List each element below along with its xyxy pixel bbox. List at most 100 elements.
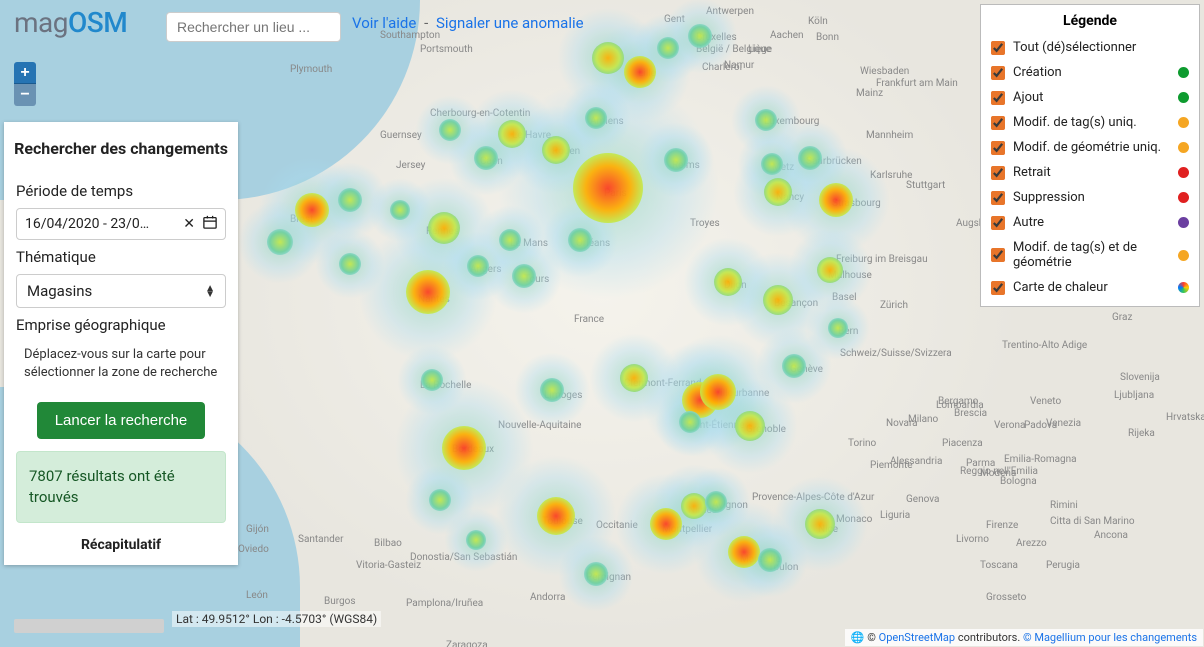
zoom-out-button[interactable]: − [14, 84, 36, 106]
heatmap-halo [542, 202, 619, 279]
legend-checkbox[interactable] [991, 66, 1005, 80]
heatmap-halo [448, 120, 525, 197]
city-label: Clermont-Ferrand [624, 378, 702, 389]
city-label: Karlsruhe [870, 170, 912, 181]
date-range-input[interactable]: 16/04/2020 - 23/0… ✕ [16, 208, 226, 240]
city-label: Rimini [1050, 500, 1078, 511]
legend-checkbox[interactable] [991, 91, 1005, 105]
heatmap-halo [730, 252, 826, 348]
legend-color-dot [1178, 250, 1189, 261]
city-label: Basel [832, 292, 857, 303]
place-search[interactable] [166, 12, 341, 42]
city-label: Charleroi [702, 62, 742, 73]
city-label: Nouvelle-Aquitaine [498, 420, 581, 431]
city-label: Modena [980, 468, 1016, 479]
city-label: Liguria [880, 510, 910, 521]
city-label: Caen [480, 156, 503, 167]
legend-checkbox[interactable] [991, 281, 1005, 295]
city-label: Genève [790, 364, 823, 375]
legend-checkbox[interactable] [991, 41, 1005, 55]
globe-icon: 🌐 [851, 631, 865, 644]
city-label: Stuttgart [906, 180, 945, 191]
heatmap-halo [681, 467, 751, 537]
heatmap-spot [805, 509, 835, 539]
city-label: Mannheim [866, 130, 913, 141]
launch-search-button[interactable]: Lancer la recherche [37, 402, 206, 439]
heatmap-halo [393, 177, 495, 279]
legend-color-dot [1178, 167, 1189, 178]
city-label: Nancy [776, 192, 804, 203]
legend-item[interactable]: Création [981, 60, 1199, 85]
city-label: Verona [994, 420, 1025, 431]
heatmap-spot [761, 153, 783, 175]
legend-item[interactable]: Modif. de tag(s) uniq. [981, 110, 1199, 135]
city-label: Andorra [530, 592, 565, 603]
legend-item[interactable]: Ajout [981, 85, 1199, 110]
city-label: België / Belgique [696, 44, 771, 55]
recap-heading: Récapitulatif [16, 523, 226, 553]
legend-checkbox[interactable] [991, 116, 1005, 130]
heatmap-halo [415, 95, 485, 165]
panel-title: Rechercher des changements [4, 127, 238, 166]
coordinates-readout: Lat : 49.9512° Lon : -4.5703° (WGS84) [172, 611, 381, 627]
legend-item[interactable]: Modif. de géométrie uniq. [981, 135, 1199, 160]
city-label: Reggio nell'Emilia [960, 466, 1038, 477]
legend-checkbox[interactable] [991, 141, 1005, 155]
heatmap-spot [467, 255, 489, 277]
heatmap-halo [443, 231, 513, 301]
city-label: Graz [1112, 312, 1132, 323]
help-link[interactable]: Voir l'aide [352, 14, 416, 32]
place-search-input[interactable] [166, 12, 341, 42]
city-label: Troyes [690, 218, 720, 229]
heatmap-spot [758, 548, 782, 572]
legend-checkbox[interactable] [991, 248, 1005, 262]
heatmap-halo [660, 334, 775, 449]
city-label: Grosseto [986, 592, 1026, 603]
city-label: Namur [724, 60, 754, 71]
heatmap-halo [655, 387, 725, 457]
zoom-in-button[interactable]: + [14, 62, 36, 84]
legend-item[interactable]: Retrait [981, 160, 1199, 185]
city-label: Veneto [1030, 396, 1061, 407]
heatmap-spot [679, 411, 701, 433]
city-label: Padova [1024, 420, 1057, 431]
heatmap-spot [295, 193, 329, 227]
city-label: Nantes [418, 294, 450, 305]
legend-item[interactable]: Modif. de tag(s) et de géométrie [981, 235, 1199, 275]
city-label: Brescia [954, 408, 987, 419]
legend-item[interactable]: Tout (dé)sélectionner [981, 35, 1199, 60]
heatmap-spot [512, 264, 536, 288]
city-label: Emilia-Romagna [1004, 454, 1077, 465]
top-links: Voir l'aide - Signaler une anomalie [352, 14, 584, 32]
city-label: Milano [908, 414, 938, 425]
logo-part1: mag [14, 6, 68, 39]
city-label: Zürich [880, 300, 908, 311]
heatmap-halo [315, 229, 385, 299]
legend-item[interactable]: Carte de chaleur [981, 275, 1199, 300]
report-link[interactable]: Signaler une anomalie [436, 14, 584, 32]
heatmap-halo [737, 129, 807, 199]
theme-select[interactable]: Magasins [16, 274, 226, 308]
legend-checkbox[interactable] [991, 166, 1005, 180]
heatmap-spot [763, 285, 793, 315]
heatmap-halo [561, 83, 631, 153]
legend-checkbox[interactable] [991, 216, 1005, 230]
legend-item[interactable]: Autre [981, 210, 1199, 235]
heatmap-spot [338, 188, 362, 212]
magellium-link[interactable]: © Magellium pour les changements [1023, 631, 1197, 644]
clear-icon[interactable]: ✕ [183, 216, 195, 232]
legend-item[interactable]: Suppression [981, 185, 1199, 210]
city-label: Toulouse [542, 516, 583, 527]
heatmap-spot [819, 183, 853, 217]
panel-scrollbar[interactable] [14, 619, 164, 633]
heatmap-spot [439, 119, 461, 141]
heatmap-halo [772, 476, 868, 572]
heatmap-spot [585, 107, 607, 129]
city-label: Slovenija [1120, 372, 1160, 383]
city-label: Villeurbanne [714, 388, 769, 399]
osm-link[interactable]: OpenStreetMap [879, 631, 955, 644]
city-label: Lille [638, 68, 656, 79]
heatmap-halo [368, 178, 432, 242]
legend-checkbox[interactable] [991, 191, 1005, 205]
calendar-icon[interactable] [203, 215, 217, 233]
